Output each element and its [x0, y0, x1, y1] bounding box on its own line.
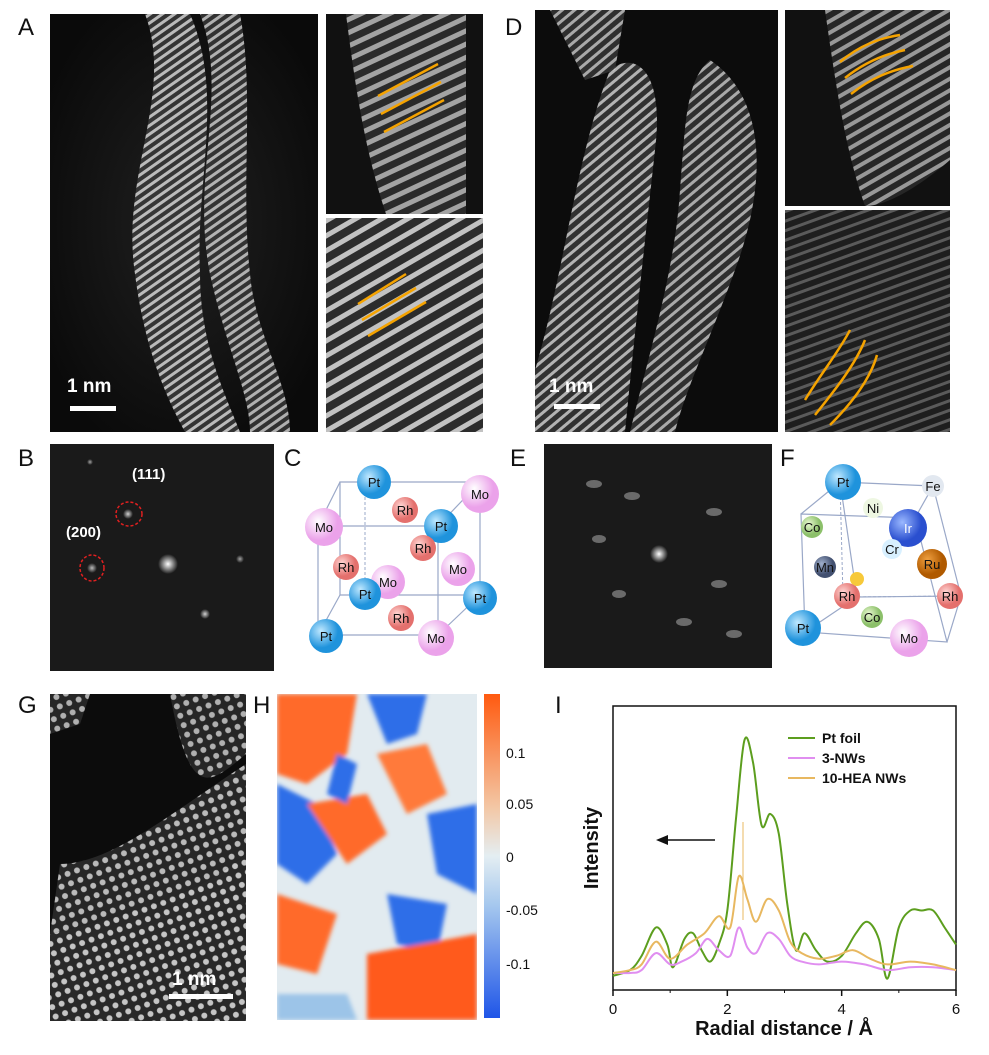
atom-f-3: Co: [804, 520, 821, 535]
x-tick-label-3: 6: [952, 1001, 960, 1018]
atom-c-0: Pt: [368, 475, 381, 490]
inset-a-bottom: [326, 218, 483, 432]
panel-label-b: B: [18, 445, 35, 472]
panel-label-g: G: [18, 692, 37, 719]
colorbar: 0.1 0.05 0 -0.05 -0.1: [484, 694, 544, 1020]
scalebar-label-a: 1 nm: [67, 376, 112, 397]
series-line-2: [612, 874, 957, 974]
inset-d-top: [785, 10, 950, 206]
panel-label-c: C: [284, 445, 302, 472]
atom-c-12: Pt: [320, 629, 333, 644]
atom-f-4: Ir: [904, 521, 913, 536]
scalebar-label-d: 1 nm: [549, 376, 594, 397]
scalebar-d: [554, 404, 600, 409]
x-axis-title: Radial distance / Å: [695, 1016, 873, 1040]
x-tick-label-1: 2: [723, 1001, 731, 1018]
atom-c-13: Mo: [427, 631, 445, 646]
atom-f-10: Co: [864, 610, 881, 625]
fft-label-200: (200): [66, 524, 102, 541]
panel-label-h: H: [253, 692, 271, 719]
atom-c-6: Rh: [338, 560, 355, 575]
atom-c-4: Mo: [315, 520, 333, 535]
atom-f-2: Ni: [867, 501, 879, 516]
x-tick-label-2: 4: [837, 1001, 845, 1018]
atom-c-7: Mo: [449, 562, 467, 577]
series-line-1: [612, 926, 957, 975]
atom-f-11: Pt: [797, 621, 810, 636]
atom-f-8: Rh: [839, 589, 856, 604]
legend-label-0: Pt foil: [822, 730, 861, 746]
crystal-model-c: Pt Mo Rh Pt Mo Rh Rh Mo Mo Pt Pt Rh Pt: [290, 460, 510, 675]
scalebar-g: [169, 994, 233, 999]
fft-label-111: (111): [132, 466, 166, 483]
panel-label-a: A: [18, 14, 35, 41]
atom-c-8: Mo: [379, 575, 397, 590]
chart-i: 0 2 4 6 Pt foil 3-NWs 10-HEA NWs Radial dista…: [570, 690, 980, 1050]
atom-f-5: Cr: [885, 542, 899, 557]
fft-image-b: [50, 444, 274, 671]
atom-f-0: Pt: [837, 475, 850, 490]
panel-label-d: D: [505, 14, 523, 41]
atom-c-11: Rh: [393, 611, 410, 626]
atom-c-3: Pt: [435, 519, 448, 534]
panel-label-e: E: [510, 445, 527, 472]
fft-image-e: [544, 444, 772, 668]
stem-image-a: [50, 14, 318, 432]
crystal-model-f: Pt Fe Ni Co Ir Cr Mn Ru Rh Rh Co Pt Mo: [785, 462, 985, 677]
colorbar-tick-1: 0.05: [506, 796, 533, 812]
atom-f-6: Mn: [816, 560, 834, 575]
atom-f-7: Ru: [924, 557, 941, 572]
atom-c-10: Pt: [474, 591, 487, 606]
atom-f-1: Fe: [925, 479, 940, 494]
inset-a-top: [326, 14, 483, 214]
stem-image-g: [50, 694, 246, 1021]
atom-c-2: Rh: [397, 503, 414, 518]
panel-label-f: F: [780, 445, 795, 472]
legend-label-1: 3-NWs: [822, 750, 866, 766]
shift-arrow: [656, 835, 715, 845]
scalebar-a: [70, 406, 116, 411]
stem-image-d: [535, 10, 778, 432]
atom-c-5: Rh: [415, 541, 432, 556]
x-tick-label-0: 0: [609, 1001, 617, 1018]
atom-c-9: Pt: [359, 587, 372, 602]
atom-f-9: Rh: [942, 589, 959, 604]
colorbar-tick-3: -0.05: [506, 902, 538, 918]
colorbar-tick-4: -0.1: [506, 956, 530, 972]
scalebar-label-g: 1 nm: [172, 969, 217, 990]
colorbar-tick-2: 0: [506, 849, 514, 865]
legend-label-2: 10-HEA NWs: [822, 770, 906, 786]
atom-c-1: Mo: [471, 487, 489, 502]
panel-label-i: I: [555, 692, 562, 719]
y-axis-title: Intensity: [581, 806, 603, 889]
strain-map-h: [277, 694, 477, 1020]
inset-d-bottom: [785, 210, 950, 432]
atom-f-12: Mo: [900, 631, 918, 646]
colorbar-tick-0: 0.1: [506, 745, 526, 761]
